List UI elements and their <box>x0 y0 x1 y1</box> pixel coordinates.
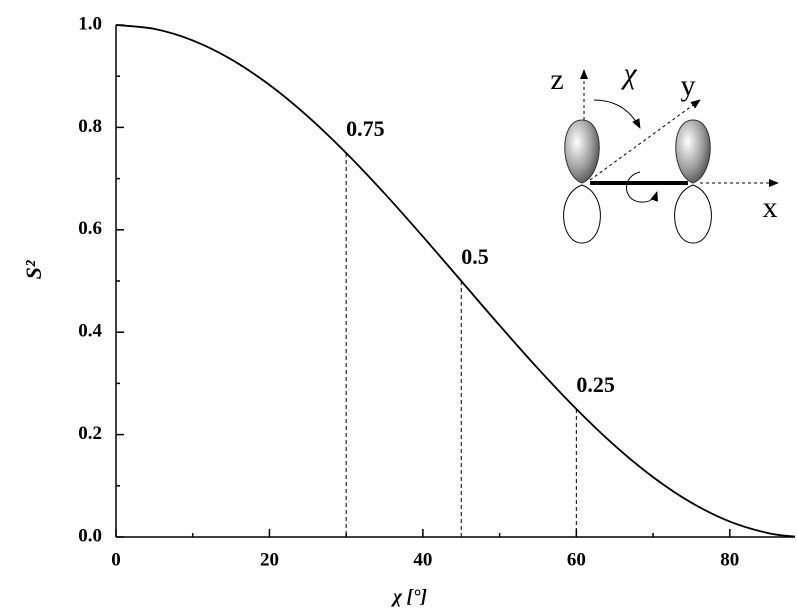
y-tick-label: 0.8 <box>78 116 102 137</box>
point-label: 0.25 <box>576 372 615 397</box>
orbital-lobe <box>563 184 601 244</box>
curve <box>115 24 796 538</box>
inset-label: χ <box>620 57 637 90</box>
angle-arrow <box>593 99 641 129</box>
orbital-lobe <box>675 119 711 184</box>
rotation-arrow <box>626 171 658 203</box>
x-axis-title: χ [°] <box>390 586 427 607</box>
y-tick-label: 0.0 <box>78 525 102 546</box>
y-tick-label: 1.0 <box>78 13 102 34</box>
y-axis-title: S² <box>21 260 46 279</box>
point-label: 0.5 <box>461 244 489 269</box>
point-label: 0.75 <box>346 116 385 141</box>
inset-label: x <box>763 191 778 224</box>
orbital-lobe <box>564 119 600 184</box>
x-tick-label: 0 <box>111 549 121 570</box>
inset-label: z <box>550 63 563 96</box>
x-tick-label: 60 <box>567 549 586 570</box>
y-axis <box>589 99 701 181</box>
x-tick-label: 40 <box>413 549 432 570</box>
inset-label: y <box>681 69 696 102</box>
y-tick-label: 0.4 <box>78 321 102 342</box>
x-tick-label: 20 <box>260 549 279 570</box>
inset-diagram: z χ y x <box>550 57 779 244</box>
y-tick-label: 0.2 <box>78 423 102 444</box>
x-tick-label: 80 <box>720 549 739 570</box>
orbital-lobe <box>674 184 712 244</box>
y-tick-label: 0.6 <box>78 218 102 239</box>
